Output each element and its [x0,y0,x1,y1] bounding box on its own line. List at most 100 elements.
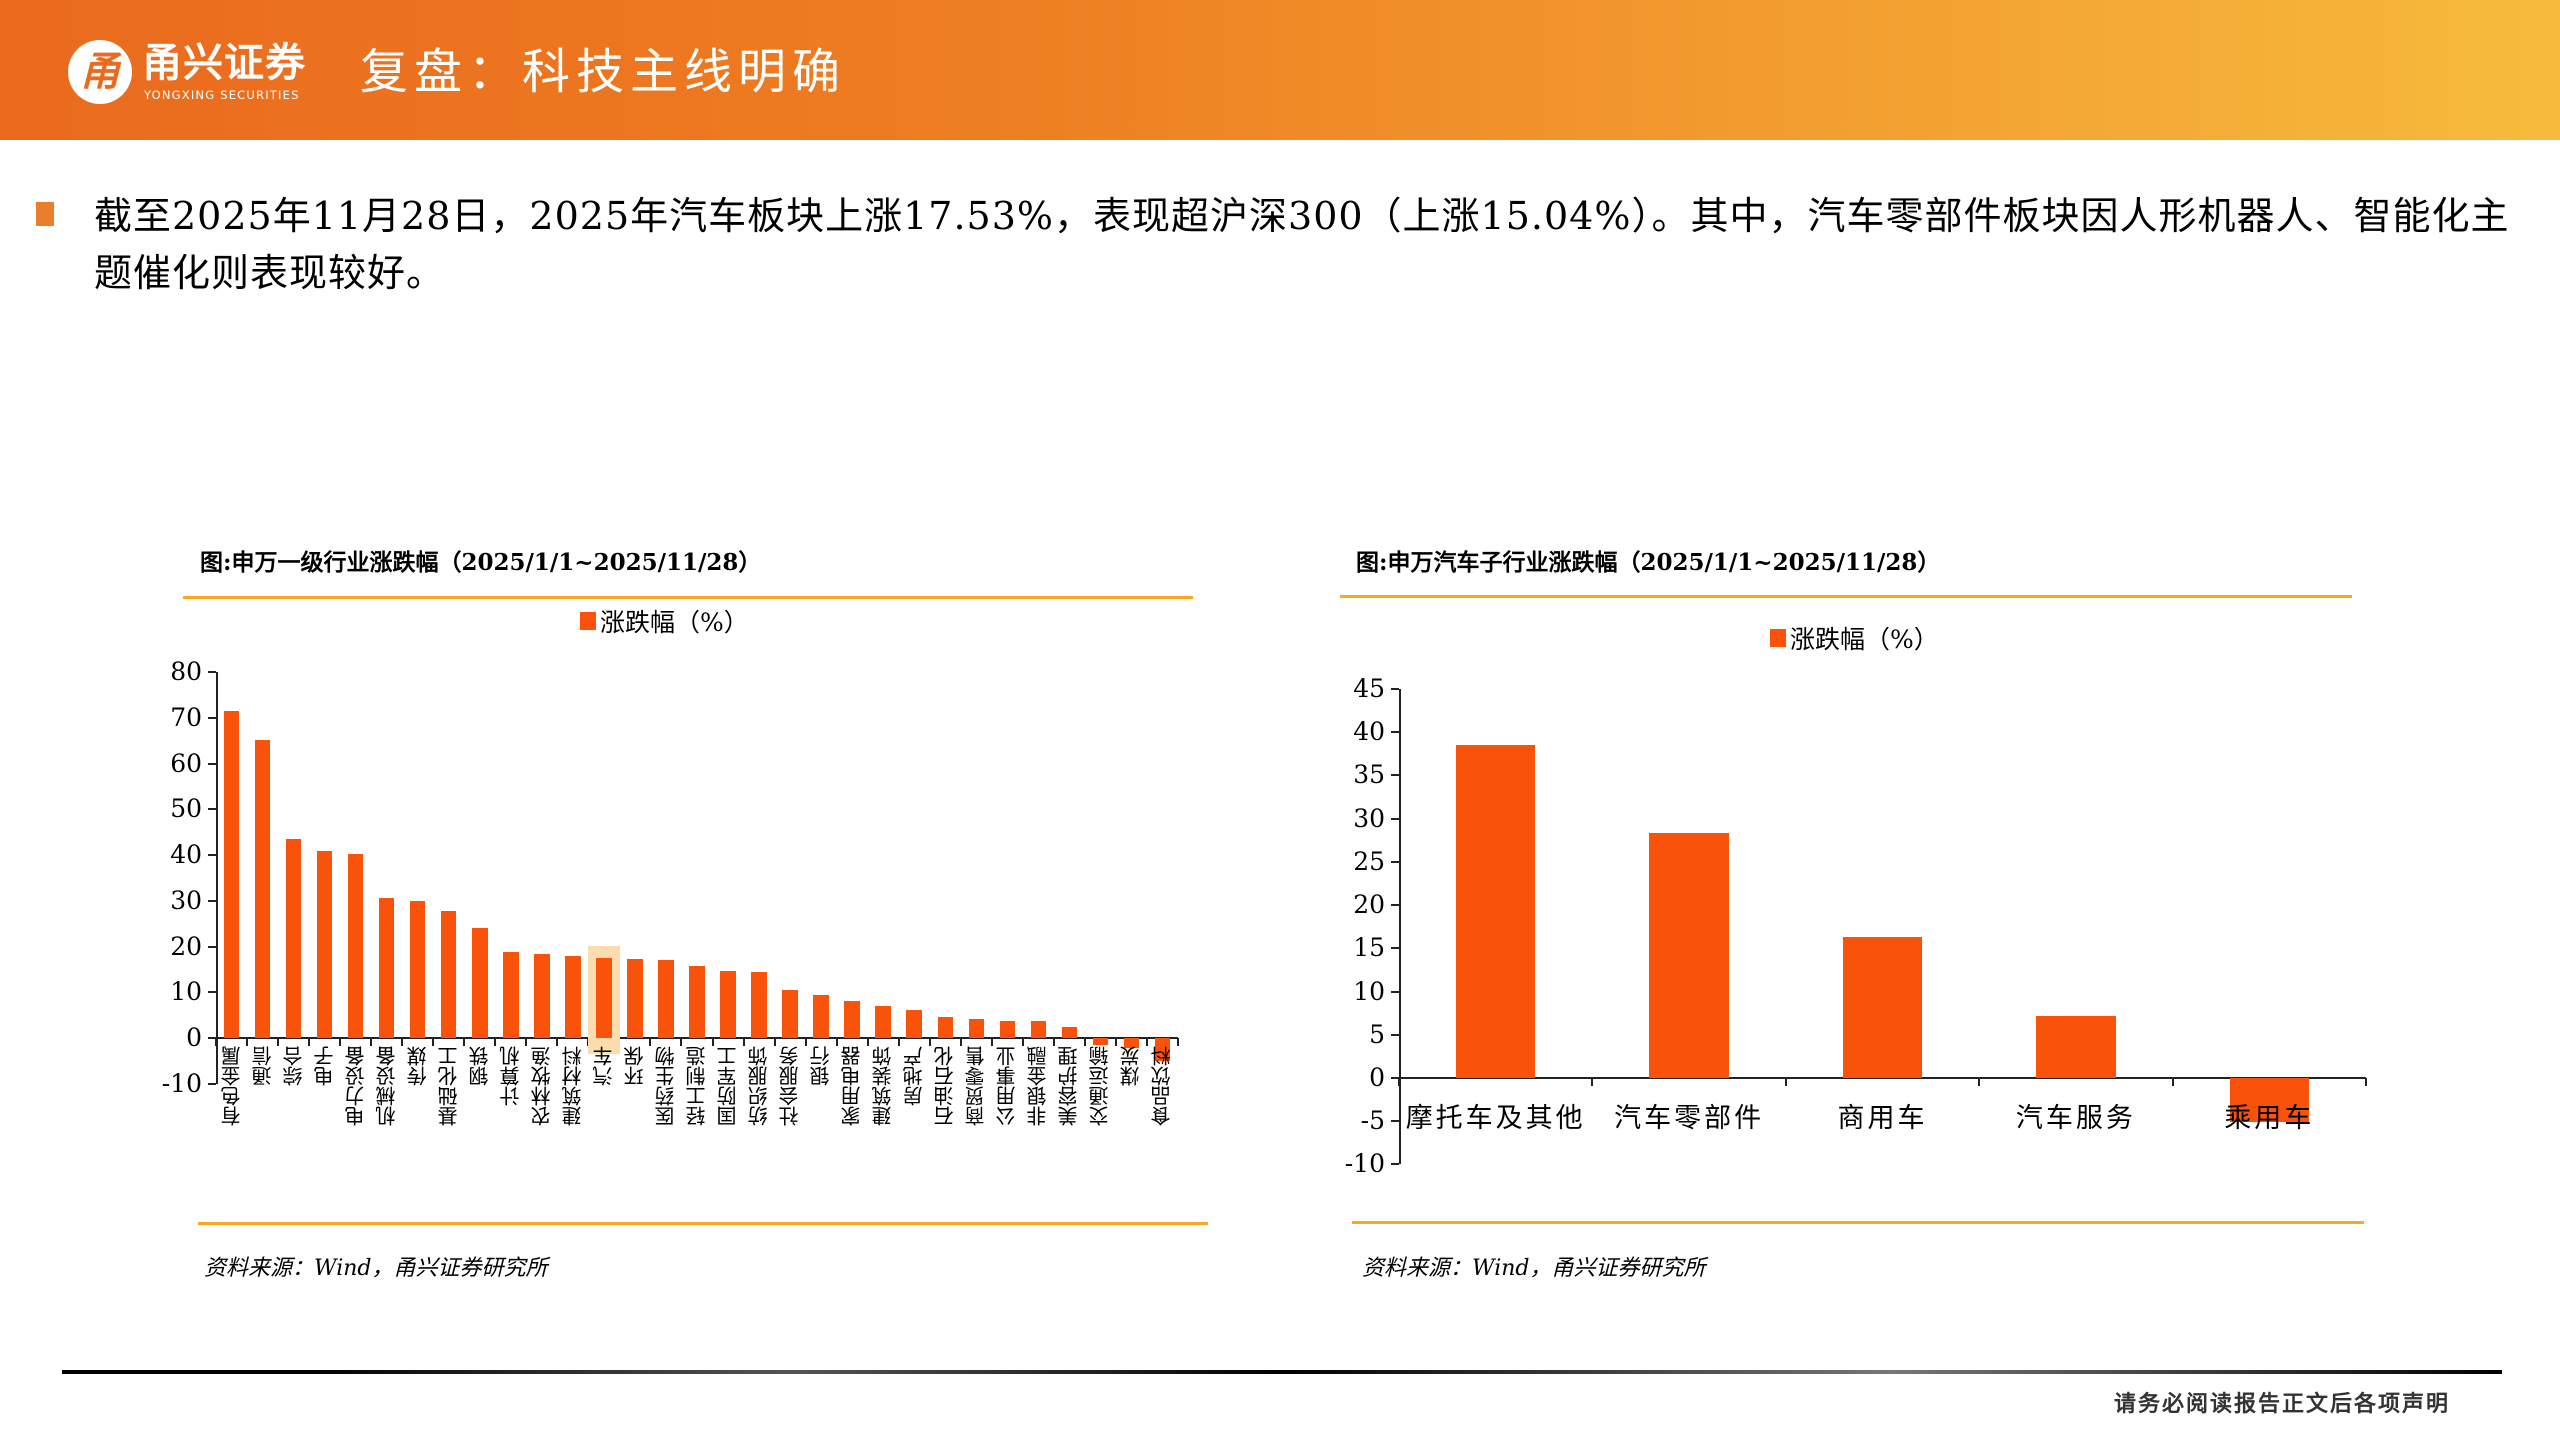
bar-传媒 [409,901,426,1038]
summary-paragraph: 截至2025年11月28日，2025年汽车板块上涨17.53%，表现超沪深300… [94,194,2510,295]
bar-家用电器 [844,1001,860,1038]
x-tick [463,1038,466,1046]
x-tick [990,1038,993,1046]
x-tick [1083,1038,1086,1046]
bar-银行 [813,995,829,1038]
y-axis-line [1399,689,1401,1165]
x-tick [1398,1078,1400,1086]
x-tick [1591,1078,1594,1086]
y-tick-label: 20 [1353,890,1385,920]
bar-汽车 [596,957,612,1038]
header-banner: 甬 甬兴证券 YONGXING SECURITIES 复盘：科技主线明确 [0,0,2560,140]
x-tick [308,1038,311,1046]
bar-汽车零部件 [1649,833,1729,1078]
bar-社会服务 [782,989,798,1038]
y-tick-label: -10 [1344,1149,1385,1179]
x-tick [1052,1038,1055,1046]
x-axis-line [216,1037,1178,1039]
y-tick-label: 35 [1353,760,1385,790]
x-tick [1784,1078,1787,1086]
y-tick [208,854,216,856]
left-chart-plot: 80 70 60 50 40 30 20 10 0 -10 有色金属 通信 综合 电子 电力设备 机械设备 传媒… [0,0,1240,1200]
logo-chinese-name: 甬兴证券 [142,40,306,86]
bar-综合 [285,838,302,1038]
x-tick [928,1038,931,1046]
bar-基础化工 [440,910,457,1038]
x-tick [339,1038,342,1046]
y-tick [208,671,216,673]
bar-美容护理 [1061,1027,1078,1038]
y-tick-label: 50 [170,794,202,824]
x-tick [2171,1078,2174,1086]
y-tick [1391,1077,1399,1079]
y-tick-label: 70 [170,702,202,732]
y-tick [208,899,216,902]
footer-disclaimer: 请务必阅读报告正文后各项声明 [2113,1391,2450,1417]
bar-商贸零售 [968,1018,985,1038]
bar-非银金融 [1030,1021,1047,1038]
y-tick [1391,774,1399,777]
x-tick [556,1038,559,1046]
legend-label: 涨跌幅（%） [600,608,749,637]
bar-电子 [316,851,333,1038]
y-tick [208,762,216,765]
x-tick [432,1038,435,1046]
y-tick [208,716,216,719]
logo-mark-icon: 甬 [80,49,120,95]
y-tick [1391,1163,1399,1166]
x-tick [246,1038,249,1046]
x-tick [866,1038,869,1046]
y-tick-label: 5 [1369,1019,1385,1049]
x-tick [711,1038,714,1046]
bar-环保 [627,959,643,1038]
y-tick-label: 0 [1369,1063,1385,1092]
x-tick [742,1038,745,1046]
y-tick [1391,1033,1399,1036]
x-tick [2365,1078,2367,1086]
y-tick [1391,817,1399,820]
x-tick [370,1038,373,1046]
logo-circle-icon [68,40,132,104]
x-tick [401,1038,404,1046]
left-chart-top-rule [183,596,1193,599]
legend-swatch-icon [580,612,596,630]
y-tick [1391,688,1399,690]
x-tick [897,1038,900,1046]
y-tick-label: 30 [1353,803,1385,833]
right-chart-top-rule [1340,595,2352,598]
y-tick-label: 40 [170,840,202,869]
bar-乘用车 [2229,1078,2309,1123]
logo-english-name: YONGXING SECURITIES [144,88,300,102]
y-tick-label: -5 [1360,1106,1385,1136]
x-axis-label: 商用车 [1837,1103,1928,1134]
bar-轻工制造 [689,965,705,1038]
bar-钢铁 [472,927,488,1038]
left-chart-bottom-rule [198,1222,1208,1225]
x-tick [649,1038,652,1046]
y-tick-label: 80 [170,657,202,686]
bar-食品饮料 [1154,1038,1171,1061]
x-axis-label: 摩托车及其他 [1405,1103,1586,1134]
y-tick [208,1037,216,1039]
bar-计算机 [503,952,519,1038]
x-tick [804,1038,807,1046]
y-tick [1391,904,1399,907]
y-tick-label: 45 [1353,674,1385,703]
x-tick [1114,1038,1117,1046]
bar-煤炭 [1123,1038,1140,1048]
y-tick [208,991,216,994]
y-tick-label: 30 [170,885,202,915]
bar-医药生物 [658,960,674,1038]
x-tick [215,1038,217,1046]
y-tick-label: 25 [1353,846,1385,876]
y-tick [208,808,216,811]
bar-纺织服饰 [751,971,767,1038]
legend-label: 涨跌幅（%） [1790,625,1939,654]
y-tick-label: 10 [1353,976,1385,1006]
bar-建筑材料 [565,955,581,1038]
left-chart-title: 图:申万一级行业涨跌幅（2025/1/1~2025/11/28） [200,549,762,576]
x-tick [1145,1038,1148,1046]
y-tick [1391,947,1399,950]
right-chart-legend: 涨跌幅（%） [1770,620,1939,656]
y-tick [208,945,216,948]
